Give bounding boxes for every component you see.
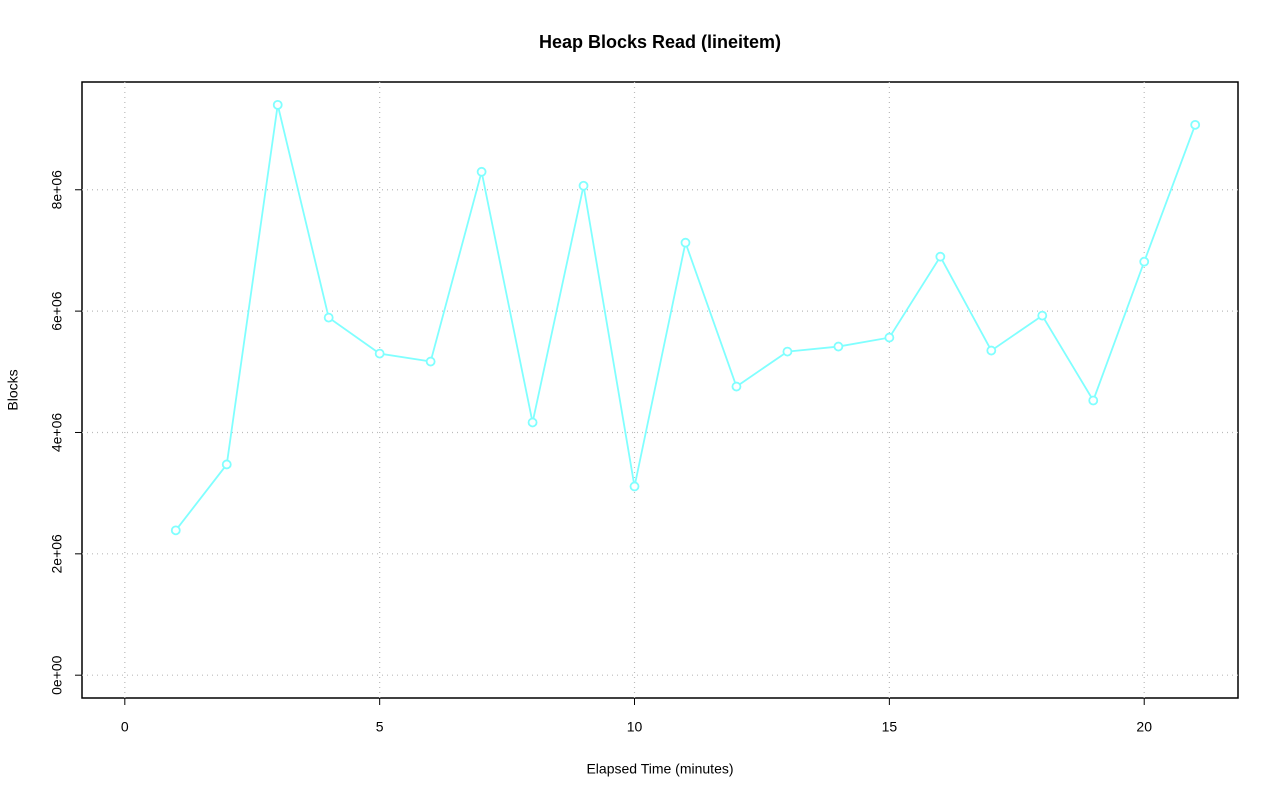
x-tick-label: 15 [882, 719, 898, 735]
data-point [221, 459, 232, 470]
data-point [935, 251, 946, 262]
data-point [578, 180, 589, 191]
data-point [272, 99, 283, 110]
data-point [170, 525, 181, 536]
y-tick-label: 6e+06 [49, 291, 65, 331]
x-tick-label: 5 [376, 719, 384, 735]
data-point [323, 312, 334, 323]
data-point [527, 417, 538, 428]
x-axis-label: Elapsed Time (minutes) [586, 761, 733, 777]
data-point [374, 348, 385, 359]
plot-frame [81, 81, 1239, 699]
y-tick-label: 8e+06 [49, 170, 65, 210]
data-point [1190, 119, 1201, 130]
y-axis-label: Blocks [5, 369, 21, 410]
data-point [884, 332, 895, 343]
data-point [680, 237, 691, 248]
x-tick-label: 0 [121, 719, 129, 735]
data-point [425, 356, 436, 367]
data-point [476, 166, 487, 177]
data-point [1037, 310, 1048, 321]
data-point [1139, 256, 1150, 267]
data-point [1088, 395, 1099, 406]
y-tick-label: 2e+06 [49, 534, 65, 574]
data-point [986, 345, 997, 356]
chart-title: Heap Blocks Read (lineitem) [539, 32, 781, 52]
y-tick-label: 0e+00 [49, 655, 65, 695]
x-tick-label: 20 [1136, 719, 1152, 735]
data-point [731, 381, 742, 392]
data-point [629, 481, 640, 492]
x-tick-label: 10 [627, 719, 643, 735]
data-point [833, 341, 844, 352]
data-point [782, 346, 793, 357]
y-tick-label: 4e+06 [49, 413, 65, 453]
